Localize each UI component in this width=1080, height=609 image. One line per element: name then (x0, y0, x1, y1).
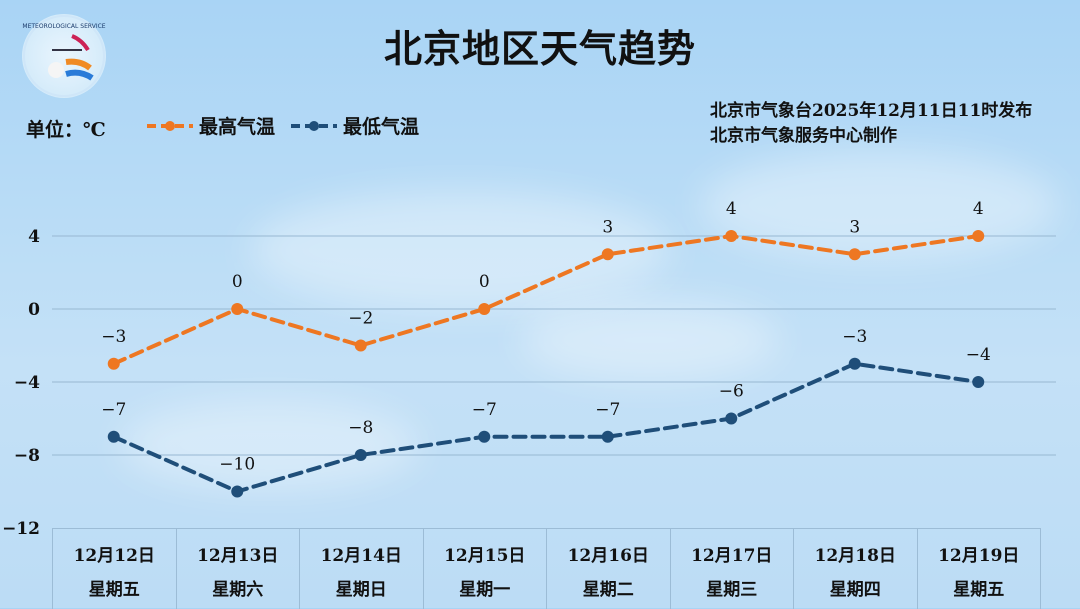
data-value-label: −6 (719, 382, 744, 402)
data-point-marker (231, 303, 244, 315)
data-point-marker (725, 412, 738, 425)
y-tick-label: 0 (28, 300, 40, 320)
data-point-marker (354, 339, 367, 352)
data-point-marker (601, 430, 614, 443)
data-value-label: 0 (479, 272, 490, 292)
high-temp-line (111, 233, 981, 366)
date-cell: 12月14日 星期日 (300, 529, 424, 609)
data-point-marker (478, 430, 491, 443)
date-cell: 12月18日 星期四 (794, 529, 918, 609)
date-label: 12月16日 (567, 546, 649, 566)
date-label: 12月19日 (938, 546, 1020, 566)
date-label: 12月18日 (814, 546, 896, 566)
data-point-marker (848, 357, 861, 370)
data-value-label: −8 (348, 418, 373, 438)
date-cell: 12月17日 星期三 (671, 529, 794, 609)
date-cell: 12月12日 星期五 (53, 529, 177, 609)
data-value-label: −2 (348, 309, 373, 329)
date-label: 12月12日 (73, 546, 155, 566)
date-label: 12月17日 (691, 546, 773, 566)
data-point-marker (107, 357, 120, 370)
unit-label: 单位：℃ (26, 119, 106, 141)
weekday-label: 星期五 (953, 580, 1005, 600)
data-point-marker (972, 230, 985, 242)
data-value-label: 4 (726, 199, 737, 219)
meteorological-service-logo: METEOROLOGICAL SERVICE (22, 14, 106, 98)
data-point-marker (972, 376, 985, 388)
data-value-label: −4 (966, 345, 991, 365)
low-temp-line (111, 361, 981, 494)
legend-low-line-icon (291, 120, 338, 131)
data-value-label: 3 (602, 217, 613, 237)
data-point-marker (725, 230, 738, 242)
data-point-marker (107, 430, 120, 443)
data-point-marker (848, 248, 861, 261)
legend-label-low: 最低气温 (343, 116, 420, 138)
data-value-label: −7 (595, 400, 620, 420)
date-table: 12月12日 星期五 12月13日 星期六 12月14日 星期日 12月15日 星期一 12月1… (52, 528, 1041, 609)
data-value-label: −7 (101, 400, 126, 420)
data-value-label: 3 (849, 217, 860, 237)
date-cell: 12月15日 星期一 (424, 529, 547, 609)
weekday-label: 星期六 (212, 580, 264, 600)
date-cell: 12月16日 星期二 (547, 529, 671, 609)
legend-item-high: 最高气温 (145, 112, 275, 139)
data-value-label: 4 (973, 199, 984, 219)
weekday-label: 星期二 (582, 580, 634, 600)
chart-legend: 最高气温 最低气温 (145, 112, 419, 139)
weekday-label: 星期一 (459, 580, 511, 600)
data-value-label: −7 (472, 400, 497, 420)
issuer-line-1: 北京市气象台2025年12月11日11时发布 (710, 101, 1033, 121)
data-value-label: −3 (101, 327, 126, 347)
weekday-label: 星期五 (88, 580, 140, 600)
data-value-label: 0 (232, 272, 243, 292)
data-value-label: −3 (842, 327, 867, 347)
y-tick-label: −8 (14, 446, 40, 466)
date-label: 12月15日 (444, 546, 526, 566)
weekday-label: 星期三 (706, 580, 758, 600)
date-label: 12月13日 (197, 546, 279, 566)
date-cell: 12月19日 星期五 (918, 529, 1041, 609)
issuer-line-2: 北京市气象服务中心制作 (710, 126, 897, 146)
legend-label-high: 最高气温 (199, 116, 276, 138)
date-label: 12月14日 (320, 546, 402, 566)
weekday-label: 星期日 (335, 580, 387, 600)
y-tick-label: −4 (14, 373, 40, 393)
data-point-marker (601, 248, 614, 261)
legend-high-line-icon (147, 120, 193, 131)
legend-item-low: 最低气温 (289, 112, 419, 139)
data-value-label: −10 (219, 455, 255, 475)
data-point-marker (231, 485, 244, 498)
y-tick-label: −12 (2, 519, 40, 539)
svg-text:METEOROLOGICAL SERVICE: METEOROLOGICAL SERVICE (22, 23, 105, 30)
y-tick-label: 4 (28, 227, 40, 247)
issuer-info: 北京市气象台2025年12月11日11时发布 北京市气象服务中心制作 (710, 99, 1032, 149)
weekday-label: 星期四 (829, 580, 881, 600)
page-title: 北京地区天气趋势 (383, 26, 696, 71)
date-cell: 12月13日 星期六 (177, 529, 300, 609)
data-point-marker (478, 303, 491, 315)
data-point-marker (354, 449, 367, 461)
